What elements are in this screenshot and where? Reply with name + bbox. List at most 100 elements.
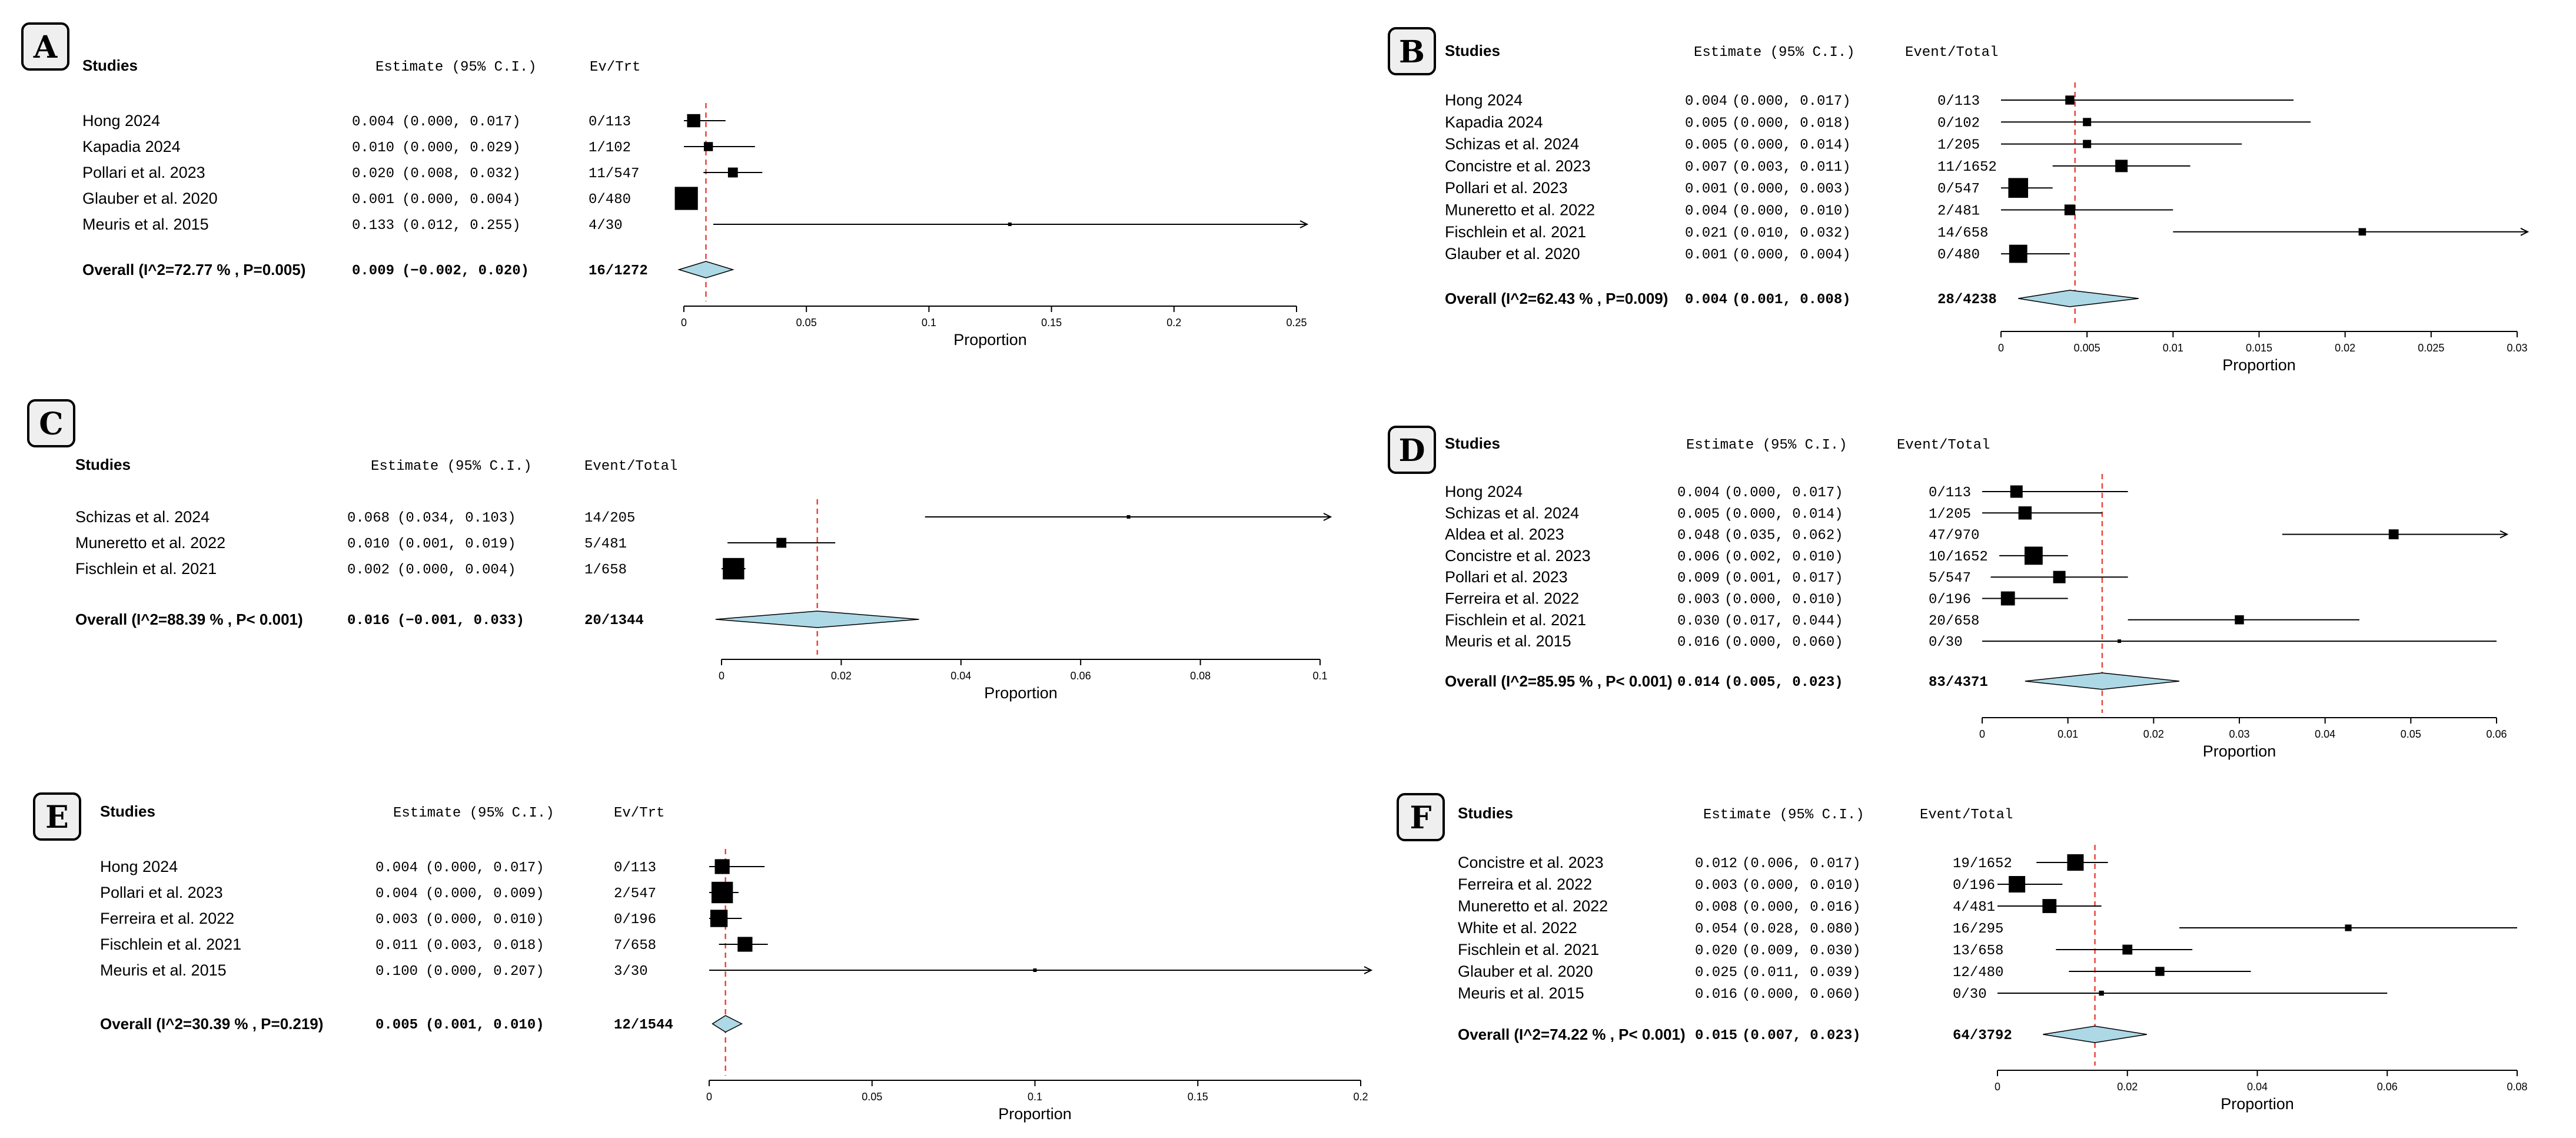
study-name: Hong 2024	[82, 112, 160, 130]
study-estimate: 0.011	[375, 938, 418, 954]
study-estimate: 0.133	[352, 218, 394, 234]
x-axis-label: Proportion	[998, 1105, 1072, 1123]
col-header-studies: Studies	[82, 57, 138, 74]
study-point	[2000, 591, 2015, 606]
study-name: White et al. 2022	[1458, 919, 1577, 937]
study-events: 1/102	[589, 140, 631, 156]
study-estimate: 0.004	[1685, 204, 1727, 220]
x-tick-label: 0.02	[2117, 1081, 2138, 1093]
x-axis-label: Proportion	[953, 331, 1027, 349]
overall-estimate: 0.009	[352, 263, 394, 279]
col-header-events: Ev/Trt	[614, 805, 664, 821]
study-point	[2008, 178, 2029, 198]
study-events: 2/481	[1937, 204, 1980, 220]
col-header-studies: Studies	[1445, 42, 1500, 59]
study-events: 0/196	[614, 912, 656, 928]
study-estimate: 0.006	[1677, 549, 1720, 565]
x-tick-label: 0	[1995, 1081, 2000, 1093]
x-tick-label: 0.005	[2074, 342, 2100, 354]
col-header-events: Event/Total	[1897, 437, 1990, 453]
study-point	[1126, 515, 1131, 519]
study-point	[2099, 990, 2104, 996]
study-estimate: 0.008	[1695, 900, 1737, 915]
study-ci: (0.000, 0.017)	[426, 860, 544, 876]
study-events: 16/295	[1953, 921, 2003, 937]
study-events: 4/481	[1953, 900, 1995, 915]
study-events: 4/30	[589, 218, 623, 234]
study-ci: (0.000, 0.017)	[402, 114, 521, 130]
study-estimate: 0.002	[347, 562, 390, 578]
study-point	[2115, 160, 2128, 172]
study-estimate: 0.005	[1677, 506, 1720, 522]
study-estimate: 0.005	[1685, 115, 1727, 131]
study-point	[2025, 546, 2043, 565]
study-ci: (0.012, 0.255)	[402, 218, 521, 234]
x-tick-label: 0.01	[2163, 342, 2183, 354]
study-name: Concistre et al. 2023	[1445, 547, 1591, 565]
study-estimate: 0.009	[1677, 570, 1720, 586]
study-ci: (0.000, 0.010)	[1724, 592, 1843, 608]
overall-diamond	[677, 261, 734, 278]
ci-arrow-icon	[2520, 227, 2530, 236]
overall-label: Overall (I^2=74.22 % , P< 0.001)	[1458, 1026, 1686, 1043]
overall-ci: (−0.002, 0.020)	[402, 263, 529, 279]
study-events: 0/102	[1937, 115, 1980, 131]
study-name: Meuris et al. 2015	[82, 215, 209, 233]
study-events: 0/196	[1929, 592, 1971, 608]
ci-arrow-icon	[1299, 220, 1309, 228]
x-tick-label: 0.025	[2418, 342, 2444, 354]
x-tick-label: 0.04	[950, 670, 971, 682]
study-name: Ferreira et al. 2022	[1445, 590, 1579, 608]
study-estimate: 0.016	[1677, 635, 1720, 651]
overall-events: 28/4238	[1937, 292, 1997, 308]
panel-badge	[21, 22, 69, 71]
study-ci: (0.000, 0.004)	[1732, 247, 1851, 263]
study-name: Kapadia 2024	[1445, 113, 1543, 131]
study-ci: (0.010, 0.032)	[1732, 225, 1851, 241]
overall-estimate: 0.016	[347, 613, 390, 629]
study-ci: (0.000, 0.010)	[426, 912, 544, 928]
col-header-estimate: Estimate (95% C.I.)	[375, 59, 537, 75]
study-ci: (0.017, 0.044)	[1724, 613, 1843, 629]
ci-arrow-icon	[1323, 513, 1332, 521]
panel-badge-label: B	[1399, 34, 1425, 70]
study-estimate: 0.001	[1685, 247, 1727, 263]
study-events: 0/30	[1953, 987, 1987, 1003]
overall-estimate: 0.014	[1677, 675, 1720, 691]
study-point	[1008, 223, 1012, 226]
x-tick-label: 0.2	[1166, 317, 1181, 329]
study-estimate: 0.054	[1695, 921, 1737, 937]
study-events: 3/30	[614, 964, 648, 980]
overall-ci: (0.005, 0.023)	[1724, 675, 1843, 691]
x-tick-label: 0.015	[2246, 342, 2272, 354]
study-point	[727, 167, 738, 178]
x-tick-label: 0.02	[831, 670, 852, 682]
overall-label: Overall (I^2=88.39 % , P< 0.001)	[75, 611, 303, 628]
study-events: 5/481	[584, 536, 627, 552]
study-ci: (0.000, 0.004)	[397, 562, 516, 578]
overall-ci: (0.001, 0.008)	[1732, 292, 1851, 308]
overall-diamond	[2025, 672, 2180, 690]
study-point	[2065, 95, 2075, 105]
x-tick-label: 0.01	[2058, 728, 2078, 740]
study-name: Pollari et al. 2023	[1445, 179, 1568, 197]
x-tick-label: 0.08	[1190, 670, 1211, 682]
panel-badge-label: C	[39, 406, 63, 442]
study-ci: (0.000, 0.010)	[1742, 878, 1861, 894]
study-name: Schizas et al. 2024	[75, 508, 210, 526]
study-name: Meuris et al. 2015	[100, 961, 227, 979]
study-point	[687, 114, 700, 128]
study-point	[703, 142, 713, 151]
study-point	[2358, 228, 2366, 236]
overall-estimate: 0.015	[1695, 1028, 1737, 1044]
x-tick-label: 0	[706, 1091, 712, 1103]
overall-diamond	[712, 1015, 743, 1033]
study-name: Meuris et al. 2015	[1458, 984, 1584, 1002]
col-header-events: Event/Total	[584, 459, 677, 475]
x-tick-label: 0.05	[2401, 728, 2421, 740]
study-ci: (0.000, 0.010)	[1732, 204, 1851, 220]
study-point	[2064, 204, 2076, 215]
study-ci: (0.003, 0.018)	[426, 938, 544, 954]
study-point	[2122, 944, 2133, 955]
x-tick-label: 0	[1998, 342, 2004, 354]
